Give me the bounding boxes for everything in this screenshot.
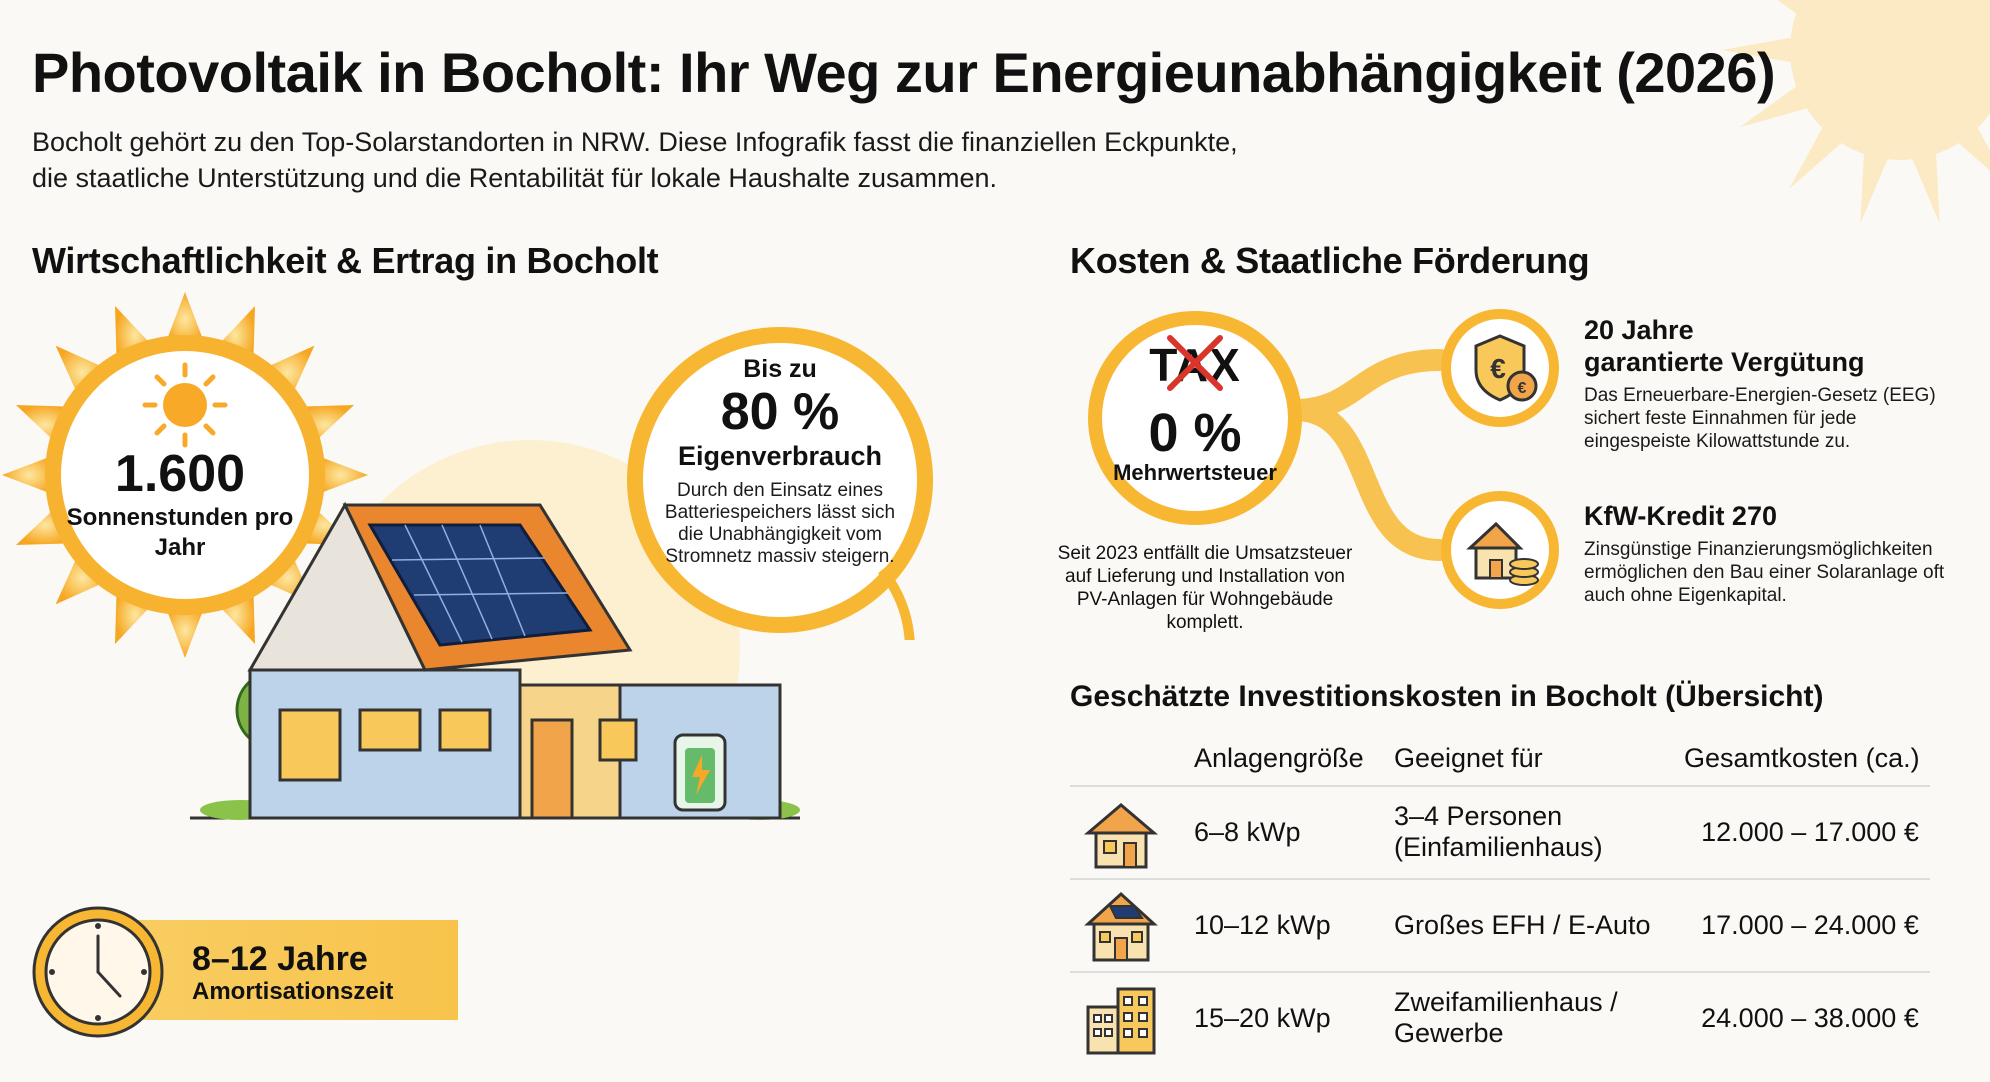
table-row: 10–12 kWp Großes EFH / E-Auto 17.000 – 2… (1070, 878, 1930, 971)
kfw-title: KfW-Kredit 270 (1584, 501, 1777, 531)
cross-icon (1167, 335, 1223, 391)
sun-ray (55, 345, 109, 399)
row-size: 10–12 kWp (1194, 910, 1331, 940)
row-cost: 12.000 – 17.000 € (1701, 817, 1919, 847)
sun-ray (55, 551, 109, 605)
sun-ray (261, 345, 315, 399)
sun-ray (1908, 143, 1940, 224)
self-consumption-label: Eigenverbrauch (677, 441, 883, 471)
kfw-feature: KfW-Kredit 270 Zinsgünstige Finanzierung… (1584, 500, 1964, 607)
sun-hours-value: 1.600 (114, 445, 246, 503)
house-coins-icon (1441, 491, 1559, 609)
table-row: 15–20 kWp Zweifamilienhaus / Gewerbe 24.… (1070, 971, 1930, 1064)
sun-ray (1860, 143, 1892, 224)
connector-lines (1284, 349, 1451, 561)
sun-ray (313, 454, 368, 496)
eeg-description: Das Erneuerbare-Energien-Gesetz (EEG) si… (1584, 385, 1936, 452)
row-cost: 17.000 – 24.000 € (1701, 910, 1919, 940)
row-cost: 24.000 – 38.000 € (1701, 1003, 1919, 1033)
eeg-title-line-1: 20 Jahre (1584, 315, 1694, 345)
column-header-size: Anlagengröße (1194, 743, 1364, 773)
solar-house-illustration (190, 501, 800, 820)
eeg-title-line-2: garantierte Vergütung (1584, 347, 1865, 377)
row-fit-line-2: (Einfamilienhaus) (1394, 832, 1603, 862)
building-icon (1086, 987, 1156, 1055)
page-intro: Bocholt gehört zu den Top-Solarstandorte… (32, 124, 1432, 196)
self-consumption-prefix: Bis zu (743, 355, 817, 383)
self-consumption-stat: Bis zu 80 % Eigenverbrauch Durch den Ein… (650, 355, 910, 568)
tax-ring (1088, 311, 1302, 525)
sun-hours-stat: 1.600 Sonnenstunden pro Jahr (60, 445, 300, 563)
self-consumption-description: Durch den Einsatz eines Batteriespeicher… (664, 480, 896, 567)
tax-label: Mehrwertsteuer (1113, 460, 1277, 485)
eeg-feature: 20 Jahre garantierte Vergütung Das Erneu… (1584, 314, 1964, 453)
section-heading-costs: Kosten & Staatliche Förderung (1070, 240, 1590, 281)
tax-description: Seit 2023 entfällt die Umsatzsteuer auf … (1057, 543, 1353, 633)
row-fit-line-2: Gewerbe (1394, 1018, 1504, 1048)
row-fit: Zweifamilienhaus / Gewerbe (1394, 987, 1674, 1049)
intro-line-1: Bocholt gehört zu den Top-Solarstandorte… (32, 127, 1238, 157)
row-fit-line-1: Zweifamilienhaus / (1394, 987, 1618, 1017)
svg-text:€: € (1518, 380, 1527, 397)
sun-ray (164, 603, 206, 658)
row-fit-line-1: 3–4 Personen (1394, 801, 1563, 831)
sun-ray (1722, 36, 1801, 64)
row-size: 6–8 kWp (1194, 817, 1301, 847)
solar-house-icon (1084, 891, 1158, 962)
kfw-description: Zinsgünstige Finanzierungsmöglichkeiten … (1584, 539, 1945, 606)
row-size: 15–20 kWp (1194, 1003, 1331, 1033)
amortisation-title: 8–12 Jahre (192, 940, 368, 978)
section-heading-economics: Wirtschaftlichkeit & Ertrag in Bocholt (32, 240, 659, 281)
column-header-fit: Geeignet für (1394, 743, 1543, 773)
small-house-icon (1083, 803, 1159, 869)
svg-text:€: € (1490, 353, 1506, 384)
sun-ray (1789, 118, 1850, 190)
self-consumption-ring (627, 327, 933, 640)
sun-ray (1983, 91, 1990, 108)
cost-table-heading: Geschätzte Investitionskosten in Bocholt… (1070, 680, 1824, 713)
sun-ray (2, 454, 57, 496)
amortisation-label: Amortisationszeit (192, 978, 394, 1005)
sun-ray (1950, 118, 1990, 171)
amortisation-box (130, 920, 458, 1020)
self-consumption-value: 80 % (720, 383, 840, 441)
table-row: 6–8 kWp 3–4 Personen (Einfamilienhaus) 1… (1070, 785, 1930, 878)
table-header: Anlagengröße Geeignet für Gesamtkosten (… (1070, 735, 1930, 785)
euro-shield-icon: € € (1441, 309, 1559, 427)
clock-icon (32, 906, 164, 1038)
background-sun-icon (1722, 0, 1990, 224)
page-title: Photovoltaik in Bocholt: Ihr Weg zur Ene… (32, 41, 1776, 104)
sun-hours-label: Sonnenstunden pro Jahr (66, 504, 294, 561)
tax-value: 0 % (1148, 403, 1242, 463)
sun-ray (1777, 0, 1815, 20)
sun-ray (1739, 80, 1817, 128)
cost-table: Anlagengröße Geeignet für Gesamtkosten (… (1070, 735, 1930, 1064)
column-header-cost: Gesamtkosten (ca.) (1684, 743, 1920, 773)
row-fit: Großes EFH / E-Auto (1394, 910, 1651, 940)
row-fit: 3–4 Personen (Einfamilienhaus) (1394, 801, 1674, 863)
sun-ray (164, 292, 206, 347)
intro-line-2: die staatliche Unterstützung und die Ren… (32, 163, 998, 193)
